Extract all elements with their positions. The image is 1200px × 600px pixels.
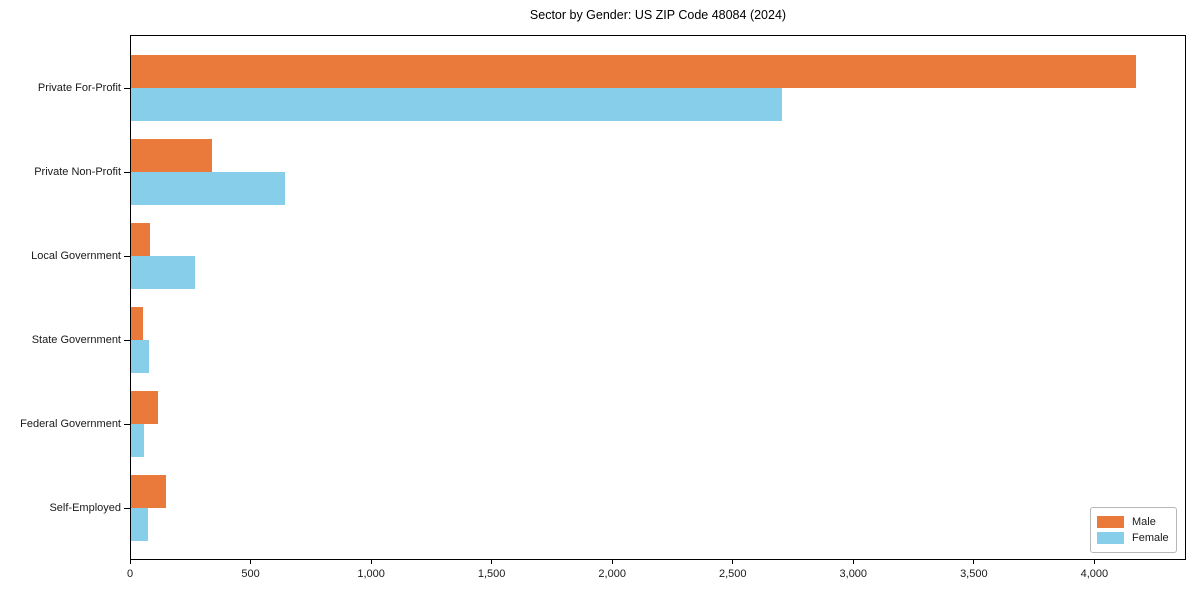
y-axis-tick-state-government [124, 339, 130, 341]
x-tick-label-1-500: 1,500 [477, 568, 506, 580]
x-tick-label-2-500: 2,500 [718, 568, 747, 580]
x-tick-label-2-000: 2,000 [598, 568, 626, 580]
x-tick-label-4-000: 4,000 [1080, 568, 1109, 580]
y-axis-tick-private-for-profit [124, 87, 130, 89]
legend-label-female: Female [1132, 532, 1169, 544]
legend-swatch-female [1097, 532, 1124, 544]
x-tick-label-0: 0 [126, 568, 134, 580]
bar-female-federal-government [131, 424, 145, 457]
x-axis-tick-4-000 [1093, 560, 1095, 564]
x-axis-tick-2-000 [611, 560, 613, 564]
x-axis-tick-500 [250, 560, 252, 564]
y-tick-label-private-non-profit: Private Non-Profit [34, 166, 121, 178]
bar-female-self-employed [131, 508, 148, 541]
legend-item-male: Male [1097, 516, 1170, 528]
y-axis-tick-federal-government [124, 423, 130, 425]
x-axis-tick-0 [129, 560, 131, 564]
y-tick-label-federal-government: Federal Government [20, 418, 121, 430]
bar-female-private-non-profit [131, 172, 286, 205]
bar-male-federal-government [131, 391, 158, 424]
bar-female-local-government [131, 256, 195, 289]
x-axis-tick-1-500 [491, 560, 493, 564]
bar-male-self-employed [131, 475, 166, 508]
y-tick-label-self-employed: Self-Employed [49, 502, 121, 514]
y-tick-label-private-for-profit: Private For-Profit [37, 82, 121, 94]
y-tick-label-local-government: Local Government [31, 250, 121, 262]
y-tick-label-state-government: State Government [31, 334, 121, 346]
bar-male-local-government [131, 223, 151, 256]
y-axis-tick-private-non-profit [124, 171, 130, 173]
chart-title: Sector by Gender: US ZIP Code 48084 (202… [529, 8, 787, 22]
x-tick-label-500: 500 [241, 568, 260, 580]
x-axis-tick-1-000 [370, 560, 372, 564]
bar-male-private-non-profit [131, 139, 212, 172]
legend: Male Female [1090, 507, 1177, 553]
x-axis-tick-3-500 [973, 560, 975, 564]
legend-item-female: Female [1097, 532, 1170, 544]
bar-male-state-government [131, 307, 144, 340]
x-tick-label-3-000: 3,000 [839, 568, 868, 580]
x-tick-label-1-000: 1,000 [357, 568, 385, 580]
y-axis-tick-self-employed [124, 507, 130, 509]
legend-swatch-male [1097, 516, 1124, 528]
legend-label-male: Male [1132, 516, 1156, 528]
bar-male-private-for-profit [131, 55, 1137, 88]
y-axis-tick-local-government [124, 255, 130, 257]
bar-female-state-government [131, 340, 150, 373]
x-tick-label-3-500: 3,500 [960, 568, 988, 580]
x-axis-tick-3-000 [852, 560, 854, 564]
x-axis-tick-2-500 [732, 560, 734, 564]
bar-female-private-for-profit [131, 88, 782, 121]
